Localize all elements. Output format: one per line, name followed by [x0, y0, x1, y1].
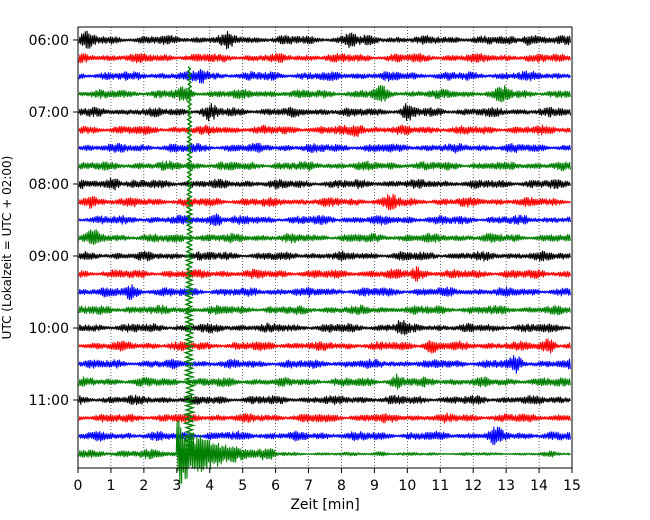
- trace-line: [78, 142, 571, 154]
- y-tick-label: 08:00: [29, 177, 69, 193]
- x-tick-label: 4: [205, 478, 214, 494]
- x-tick-label: 2: [139, 478, 148, 494]
- x-axis: 0 1 2 3 4 5 6 7 8 9 10 11 12 13 14 15: [74, 468, 581, 494]
- trace-line: [78, 420, 571, 485]
- trace-line: [78, 193, 571, 211]
- x-tick-label: 11: [431, 478, 449, 494]
- y-tick-label: 11:00: [29, 393, 69, 409]
- x-tick-label: 8: [337, 478, 346, 494]
- trace-line: [78, 52, 571, 64]
- x-tick-label: 13: [497, 478, 515, 494]
- trace-line: [78, 68, 571, 84]
- x-tick-label: 1: [106, 478, 115, 494]
- x-tick-label: 9: [370, 478, 379, 494]
- trace-line: [78, 177, 571, 191]
- y-tick-label: 06:00: [29, 33, 69, 49]
- x-tick-label: 10: [398, 478, 416, 494]
- x-tick-label: 7: [304, 478, 313, 494]
- trace-line: [78, 412, 571, 424]
- x-tick-label: 3: [172, 478, 181, 494]
- trace-line: [78, 30, 571, 50]
- y-axis-title: UTC (Lokalzeit = UTC + 02:00): [0, 156, 14, 340]
- trace-line: [78, 85, 571, 103]
- trace-line: [78, 319, 571, 336]
- trace-line: [78, 284, 571, 301]
- x-tick-label: 5: [238, 478, 247, 494]
- x-tick-label: 14: [530, 478, 548, 494]
- trace-line: [78, 338, 571, 354]
- x-tick-label: 15: [563, 478, 581, 494]
- trace-line: [78, 354, 571, 374]
- x-tick-label: 6: [271, 478, 280, 494]
- trace-line: [78, 266, 571, 282]
- trace-line: [78, 426, 571, 446]
- y-tick-label: 09:00: [29, 249, 69, 265]
- y-tick-label: 07:00: [29, 105, 69, 121]
- trace-line: [78, 304, 571, 316]
- x-tick-label: 0: [74, 478, 83, 494]
- trace-line: [78, 124, 571, 138]
- x-tick-label: 12: [464, 478, 482, 494]
- trace-line: [78, 250, 571, 262]
- plot-frame: [77, 26, 573, 469]
- trace-line: [78, 102, 571, 122]
- x-axis-title: Zeit [min]: [290, 497, 359, 513]
- y-tick-label: 10:00: [29, 321, 69, 337]
- trace-line: [78, 394, 571, 406]
- event-spike: [182, 66, 197, 455]
- y-axis: 06:00 07:00 08:00 09:00 10:00 11:00: [29, 33, 78, 409]
- trace-line: [78, 373, 571, 390]
- trace-line: [78, 213, 571, 227]
- trace-line: [78, 160, 571, 172]
- trace-line: [78, 229, 571, 246]
- traces: [78, 30, 571, 485]
